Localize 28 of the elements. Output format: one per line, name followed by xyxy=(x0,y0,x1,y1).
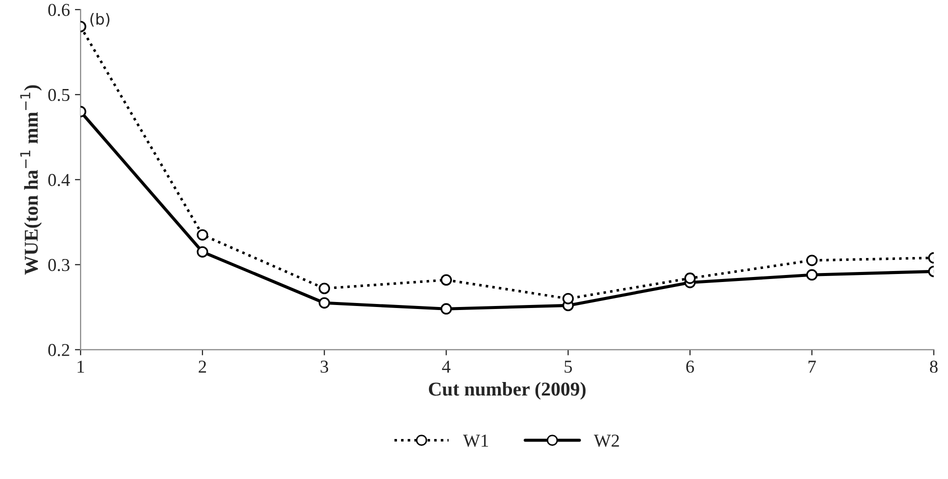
x-tick-label: 8 xyxy=(930,360,938,373)
point xyxy=(318,297,330,309)
y-axis-title: WUE(ton ha$^{−1}$ mm$^{−1}$) xyxy=(20,85,42,275)
y-tick-label: 0.5 xyxy=(48,88,70,102)
point xyxy=(562,292,574,304)
point xyxy=(440,303,452,315)
x-tick-label: 4 xyxy=(442,360,450,373)
point xyxy=(806,254,818,266)
legend-label: W2 xyxy=(594,434,619,447)
point xyxy=(196,229,208,241)
annotation: (b) xyxy=(90,12,110,27)
x-tick-label: 3 xyxy=(320,360,328,373)
x-tick-label: 2 xyxy=(198,360,206,373)
point xyxy=(440,274,452,286)
y-tick-label: 0.6 xyxy=(48,4,70,16)
point xyxy=(196,246,208,258)
point xyxy=(684,272,696,284)
x-tick-label: 5 xyxy=(564,360,572,373)
x-tick-label: 6 xyxy=(686,360,694,373)
y-tick-label: 0.4 xyxy=(48,174,70,186)
x-tick-label: 7 xyxy=(808,360,816,373)
x-tick-label: 1 xyxy=(78,360,84,373)
x-axis-title: Cut number (2009) xyxy=(428,382,586,400)
y-tick-label: 0.2 xyxy=(48,344,70,356)
point xyxy=(318,282,330,294)
legend-label: W1 xyxy=(463,434,488,447)
y-tick-label: 0.3 xyxy=(48,258,70,272)
point xyxy=(806,269,818,281)
